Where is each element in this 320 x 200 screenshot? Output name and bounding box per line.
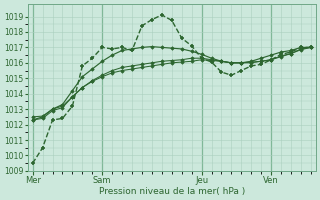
X-axis label: Pression niveau de la mer( hPa ): Pression niveau de la mer( hPa ) <box>99 187 245 196</box>
